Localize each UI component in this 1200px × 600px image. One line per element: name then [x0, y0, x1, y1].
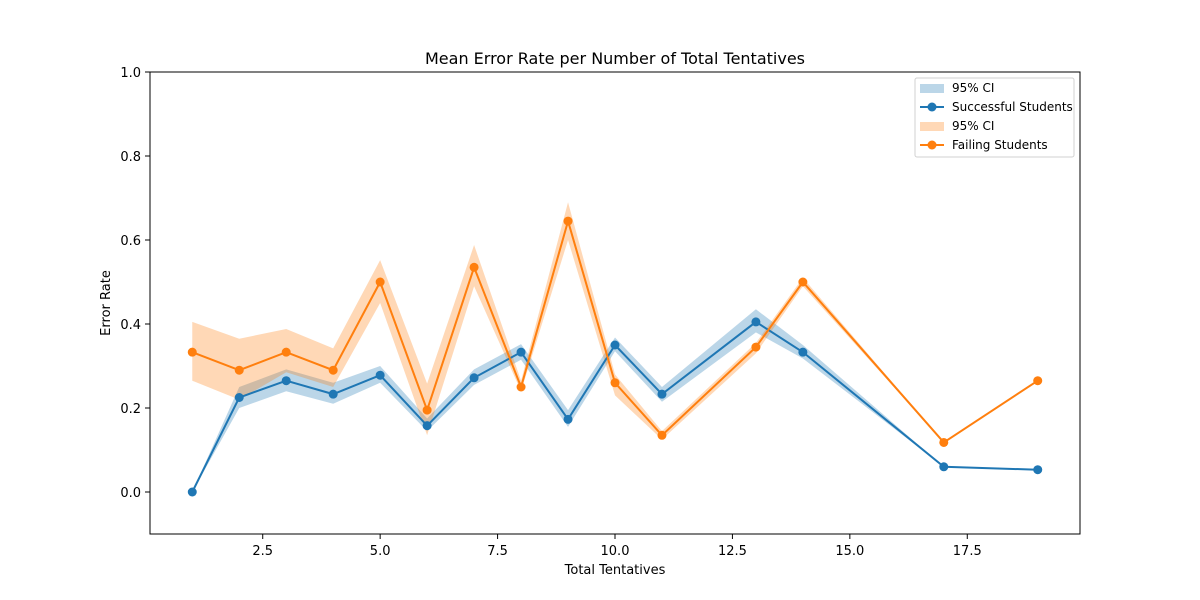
y-tick-label: 0.8 — [120, 150, 141, 165]
legend-series-label: Successful Students — [952, 100, 1073, 114]
data-point — [187, 487, 197, 497]
data-point — [187, 347, 197, 357]
data-point — [610, 340, 620, 350]
data-point — [798, 347, 808, 357]
legend-ci-swatch — [920, 84, 944, 93]
chart-title: Mean Error Rate per Number of Total Tent… — [425, 49, 805, 68]
x-tick-label: 15.0 — [835, 544, 864, 559]
legend-marker — [927, 102, 937, 112]
x-tick-label: 2.5 — [252, 544, 273, 559]
data-point — [657, 430, 667, 440]
y-tick-label: 0.2 — [120, 402, 141, 417]
data-point — [563, 216, 573, 226]
data-point — [610, 378, 620, 388]
ci-band-0 — [192, 309, 1038, 492]
data-point — [657, 389, 667, 399]
data-point — [751, 317, 761, 327]
data-point — [939, 437, 949, 447]
data-point — [469, 262, 479, 272]
x-tick-label: 10.0 — [601, 544, 630, 559]
legend-box — [914, 77, 1075, 158]
data-point — [375, 277, 385, 287]
y-axis-ticks: 0.0 0.2 0.4 0.6 0.8 1.0 — [120, 66, 150, 501]
data-point — [1033, 376, 1043, 386]
data-point — [281, 347, 291, 357]
data-point — [234, 393, 244, 402]
legend-series-label: Failing Students — [952, 138, 1048, 152]
y-tick-label: 0.0 — [120, 486, 141, 501]
data-point — [516, 382, 526, 392]
legend-ci-label: 95% CI — [952, 81, 994, 95]
y-tick-label: 0.6 — [120, 234, 141, 249]
x-tick-label: 17.5 — [953, 544, 982, 559]
x-tick-label: 7.5 — [487, 544, 508, 559]
x-axis-label: Total Tentatives — [564, 563, 666, 578]
data-point — [422, 421, 432, 431]
data-point — [281, 376, 291, 386]
data-point — [328, 389, 338, 399]
legend-ci-swatch — [920, 122, 944, 131]
data-point — [234, 365, 244, 375]
y-tick-label: 1.0 — [120, 66, 141, 81]
data-point — [375, 370, 385, 380]
data-point — [516, 347, 526, 357]
x-tick-label: 5.0 — [370, 544, 391, 559]
data-point — [751, 342, 761, 352]
legend: 95% CI Successful Students 95% CI Failing S… — [914, 77, 1075, 158]
data-point — [328, 365, 338, 375]
ci-band-1 — [192, 202, 1038, 443]
x-tick-label: 12.5 — [718, 544, 747, 559]
data-point — [939, 462, 949, 472]
data-point — [469, 373, 479, 383]
data-point — [1033, 465, 1043, 475]
x-axis-ticks: 2.5 5.0 7.5 10.0 12.5 15.0 17.5 — [252, 534, 982, 559]
y-tick-label: 0.4 — [120, 318, 141, 333]
data-point — [422, 405, 432, 415]
legend-marker — [927, 140, 937, 150]
series-markers — [187, 216, 1043, 497]
y-axis-label: Error Rate — [99, 270, 114, 336]
data-point — [563, 414, 573, 424]
series-line-1 — [191, 217, 1039, 444]
legend-ci-label: 95% CI — [952, 119, 994, 133]
data-point — [798, 277, 808, 287]
